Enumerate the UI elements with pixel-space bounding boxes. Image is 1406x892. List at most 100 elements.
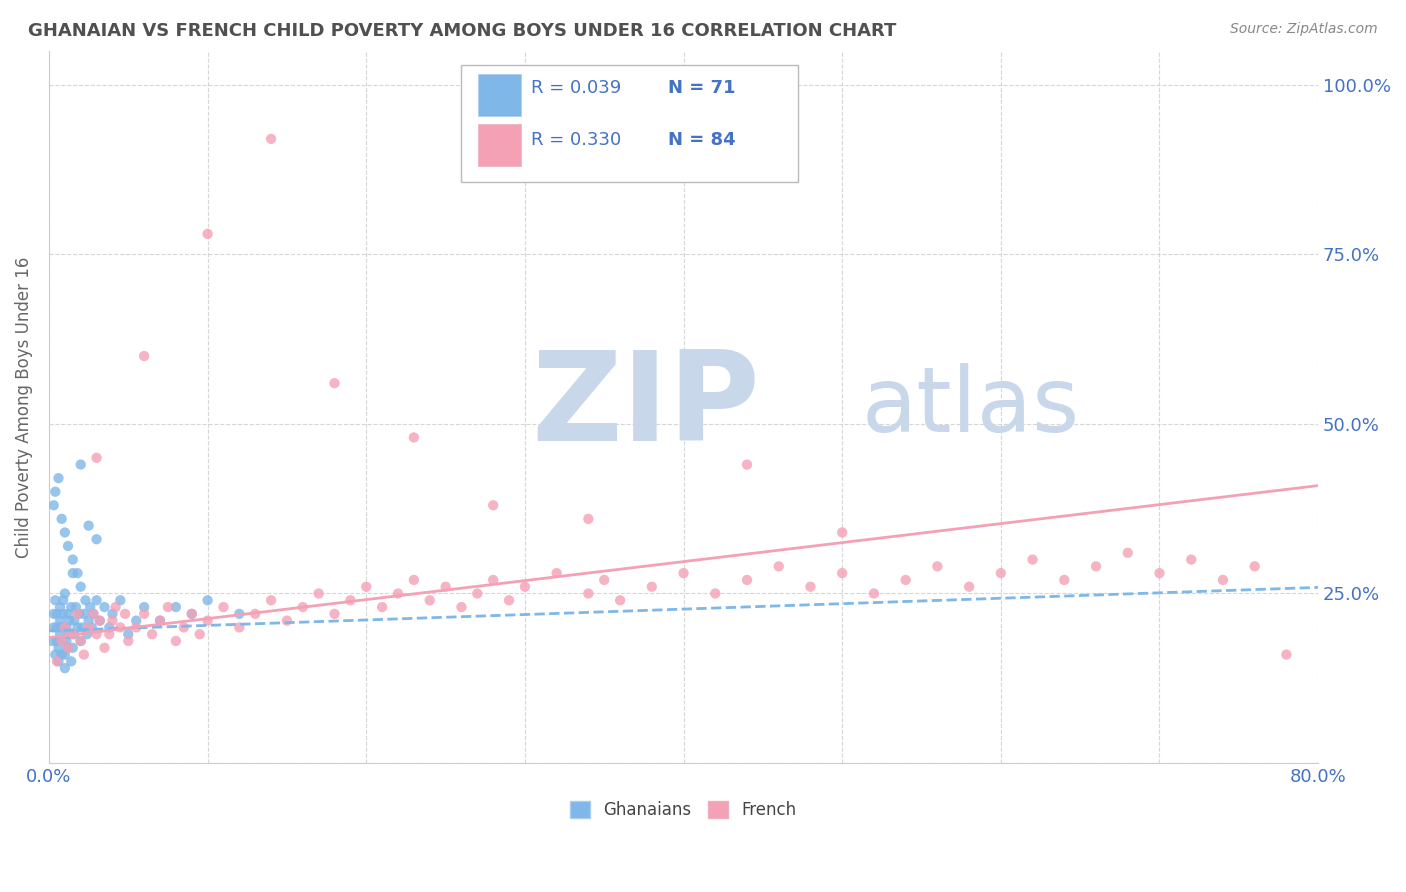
Legend: Ghanaians, French: Ghanaians, French (564, 795, 803, 826)
Point (41, 634, 63, 648)
Point (56, 539, 79, 553)
Point (990, 566, 1012, 581)
Point (434, 580, 457, 594)
Point (245, 607, 267, 621)
Point (260, 593, 283, 607)
Point (197, 227, 219, 241)
Point (45, 634, 67, 648)
Point (1053, 573, 1076, 587)
Point (188, 627, 211, 641)
Point (735, 573, 758, 587)
Point (546, 566, 568, 581)
Point (387, 586, 409, 600)
FancyBboxPatch shape (461, 65, 797, 183)
Point (48, 654, 70, 668)
Point (58, 614, 80, 628)
Point (672, 566, 695, 581)
Point (513, 580, 536, 594)
Point (768, 559, 790, 574)
Point (419, 593, 441, 607)
Point (79, 600, 101, 615)
Point (957, 580, 980, 594)
Point (156, 600, 179, 615)
Point (339, 593, 361, 607)
Point (89, 614, 111, 628)
Point (42, 620, 65, 634)
Point (1243, 559, 1265, 574)
Point (42, 498, 65, 512)
Point (197, 593, 219, 607)
Point (117, 634, 139, 648)
Point (799, 580, 821, 594)
Point (482, 573, 505, 587)
Point (51, 634, 73, 648)
Text: GHANAIAN VS FRENCH CHILD POVERTY AMONG BOYS UNDER 16 CORRELATION CHART: GHANAIAN VS FRENCH CHILD POVERTY AMONG B… (28, 22, 897, 40)
Point (51, 620, 73, 634)
Point (260, 132, 283, 146)
Point (62, 640, 84, 655)
Point (356, 580, 378, 594)
Point (86, 627, 108, 641)
Point (44, 593, 66, 607)
Point (141, 627, 163, 641)
Point (53, 648, 76, 662)
Point (44, 648, 66, 662)
Y-axis label: Child Poverty Among Boys Under 16: Child Poverty Among Boys Under 16 (15, 256, 32, 558)
Point (323, 607, 346, 621)
Point (82, 607, 104, 621)
Point (110, 620, 132, 634)
Point (73, 648, 96, 662)
Point (69, 580, 91, 594)
Point (66, 566, 89, 581)
Point (77, 620, 100, 634)
Text: N = 84: N = 84 (668, 131, 735, 149)
Point (323, 376, 346, 391)
FancyBboxPatch shape (478, 74, 522, 116)
Point (173, 620, 195, 634)
Point (371, 600, 394, 615)
Point (276, 614, 298, 628)
Point (52, 607, 75, 621)
Point (58, 627, 80, 641)
Point (1180, 552, 1202, 566)
Point (49, 614, 72, 628)
Point (228, 620, 250, 634)
Point (104, 600, 127, 615)
Point (1212, 573, 1234, 587)
Point (1085, 559, 1108, 574)
Point (86, 533, 108, 547)
Point (55, 634, 77, 648)
Point (51, 634, 73, 648)
Point (69, 634, 91, 648)
Point (1149, 566, 1171, 581)
Point (465, 586, 488, 600)
Point (49, 600, 72, 615)
Point (402, 430, 425, 444)
Point (863, 586, 886, 600)
Point (482, 498, 505, 512)
Point (62, 552, 84, 566)
Point (69, 458, 91, 472)
Point (228, 607, 250, 621)
Point (55, 620, 77, 634)
Point (77, 518, 100, 533)
Point (134, 349, 156, 363)
Point (165, 600, 187, 615)
Point (48, 640, 70, 655)
Point (402, 573, 425, 587)
Point (82, 607, 104, 621)
Point (56, 640, 79, 655)
Point (62, 627, 84, 641)
Point (60, 600, 83, 615)
Point (72, 620, 94, 634)
Point (86, 593, 108, 607)
Point (42, 607, 65, 621)
Point (125, 620, 148, 634)
Point (63, 614, 86, 628)
Point (49, 627, 72, 641)
Point (98, 627, 121, 641)
Point (66, 607, 89, 621)
Point (45, 607, 67, 621)
Point (125, 614, 148, 628)
Point (53, 620, 76, 634)
